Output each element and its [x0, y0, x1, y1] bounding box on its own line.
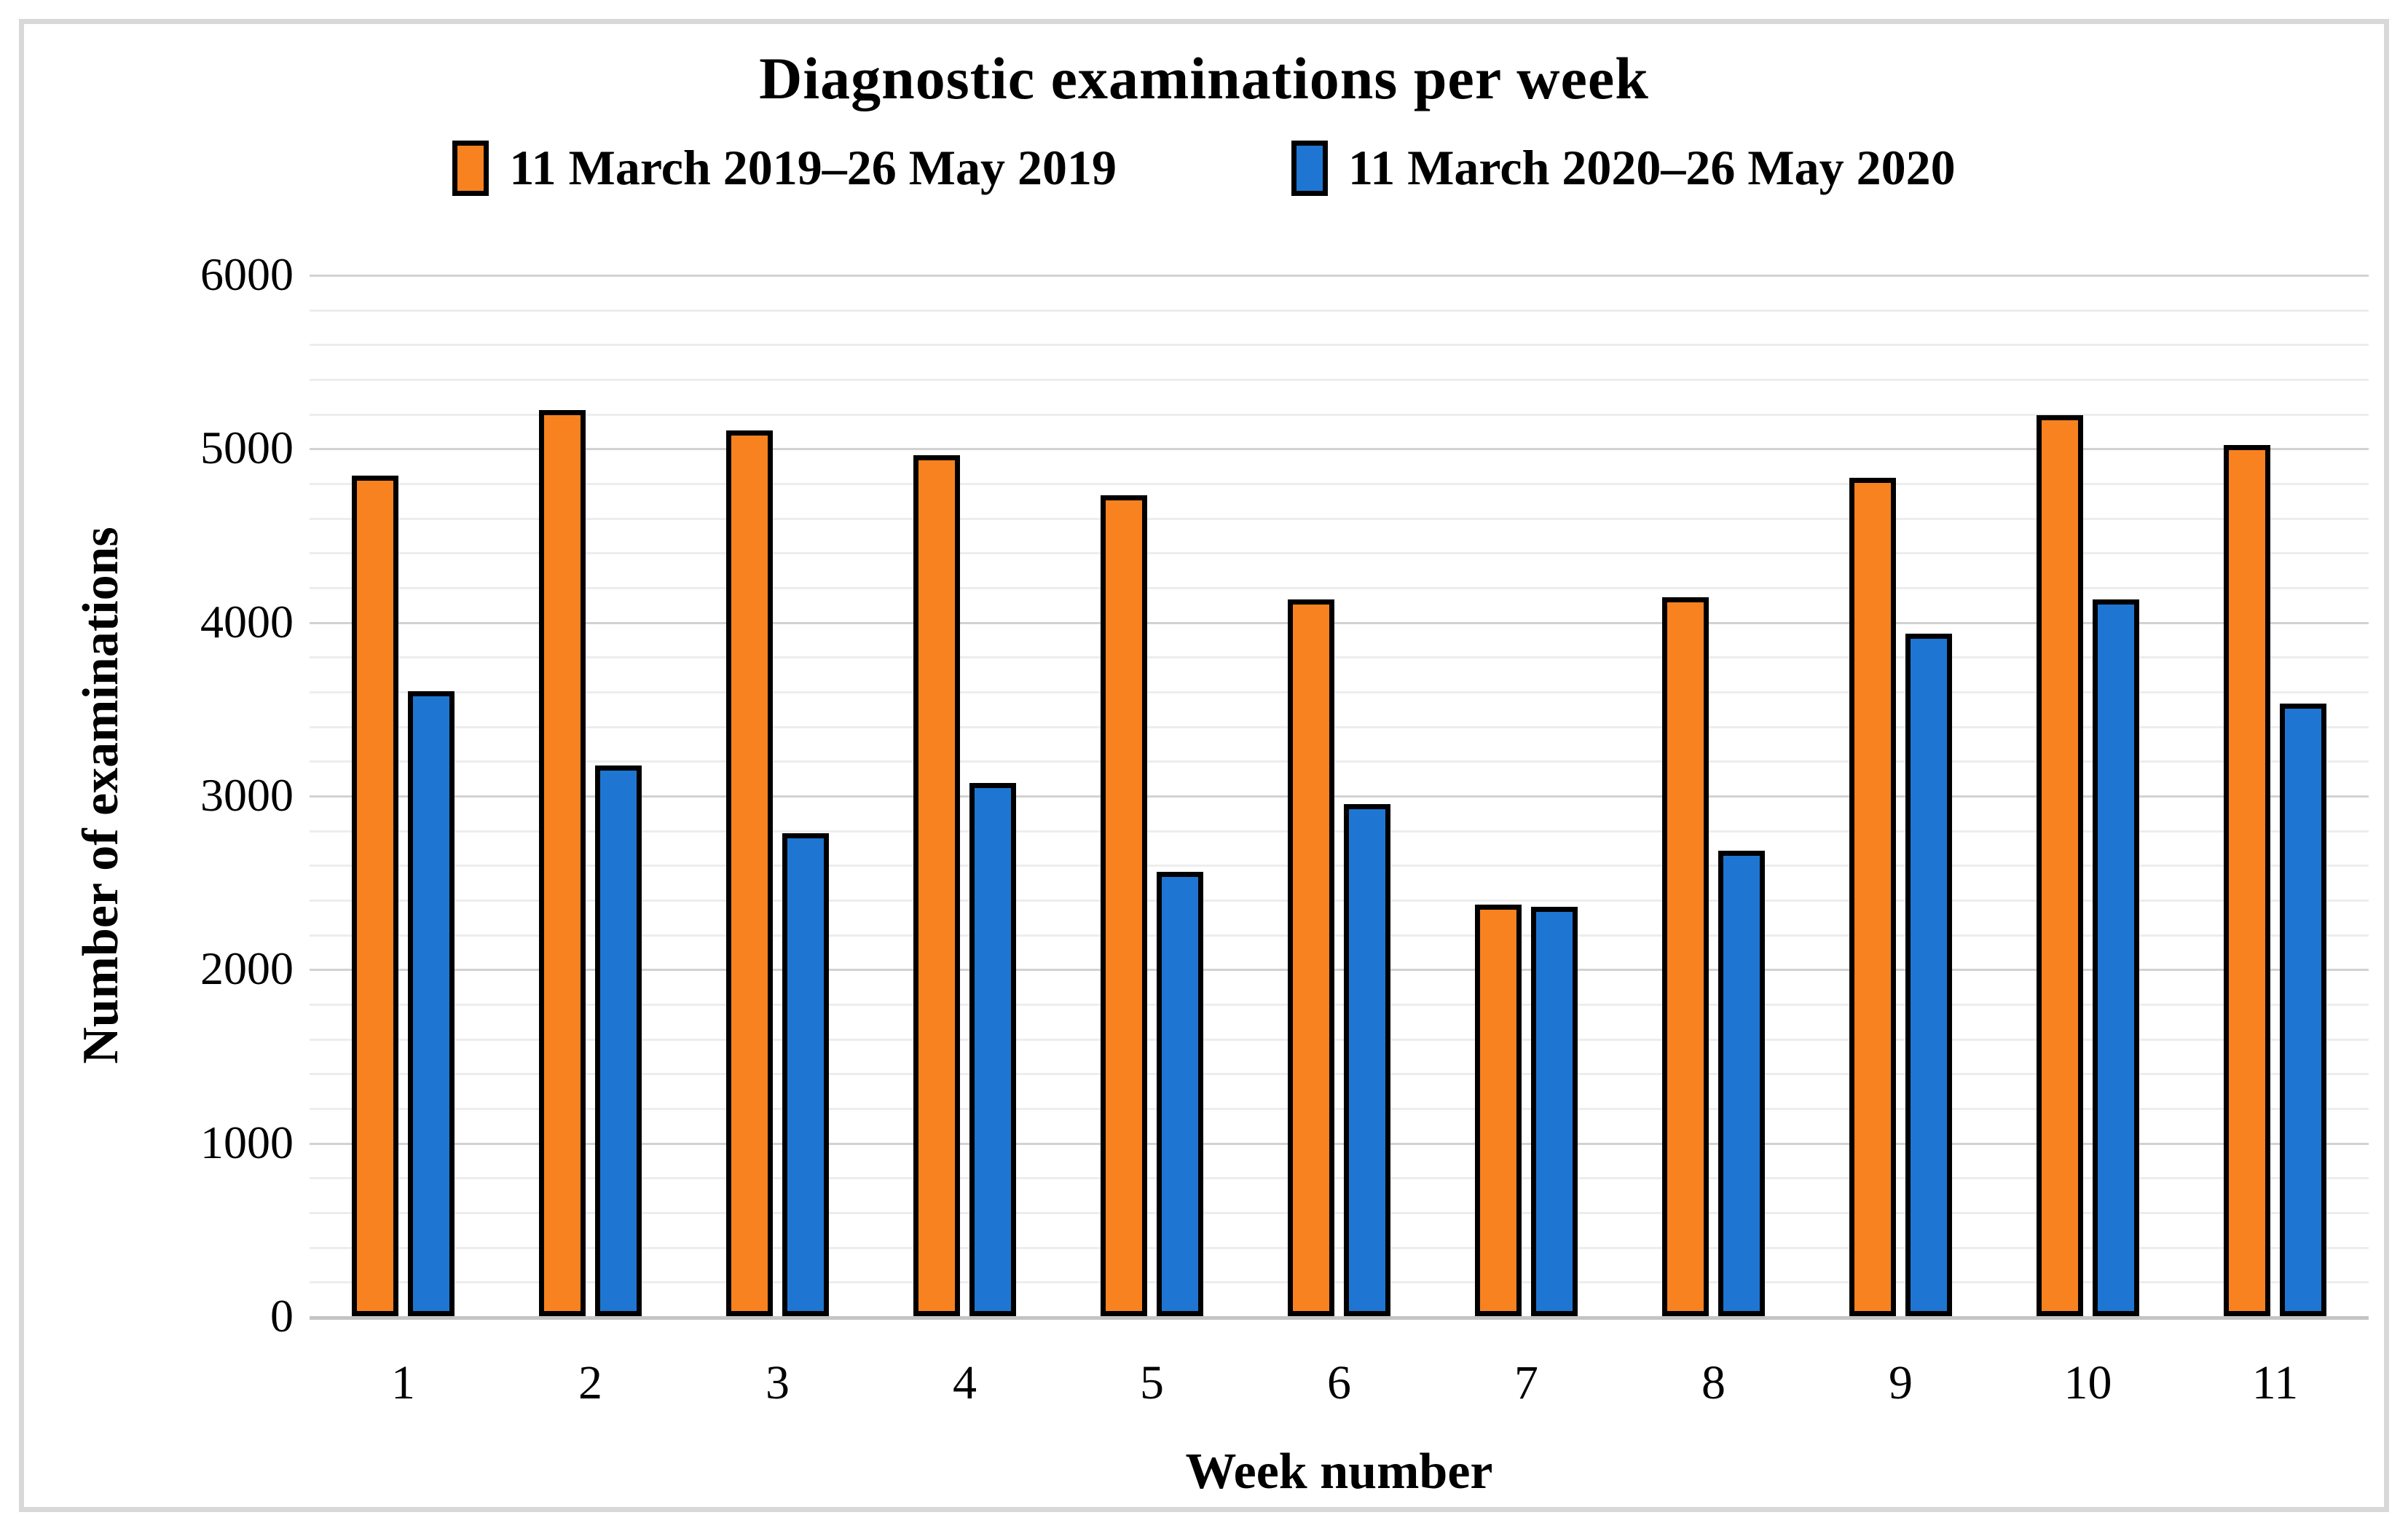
x-tick-label-1: 1	[391, 1356, 415, 1409]
bar-2020-week-10	[2093, 599, 2139, 1316]
gridline-minor-600	[310, 1212, 2369, 1214]
bar-group-week-11	[2181, 275, 2369, 1316]
x-axis-title: Week number	[1185, 1444, 1493, 1500]
gridline-minor-2400	[310, 900, 2369, 902]
y-axis-tick-labels: 0 1000 2000 3000 4000 5000 6000	[111, 248, 294, 1342]
gridline-major-6000	[310, 275, 2369, 277]
x-tick-label-4: 4	[953, 1356, 977, 1409]
bar-2019-week-2	[539, 410, 586, 1316]
legend-label-2019: 11 March 2019–26 May 2019	[509, 140, 1117, 195]
legend-item-2019: 11 March 2019–26 May 2019	[452, 139, 1117, 197]
x-tick-label-2: 2	[578, 1356, 602, 1409]
bar-2020-week-7	[1531, 907, 1578, 1316]
bar-2020-week-11	[2280, 704, 2326, 1316]
gridline-minor-5600	[310, 344, 2369, 347]
gridline-minor-1800	[310, 1004, 2369, 1006]
y-tick-label-6000: 6000	[200, 248, 294, 300]
x-tick-label-10: 10	[2063, 1356, 2112, 1409]
bar-2019-week-11	[2224, 445, 2270, 1316]
bar-group-week-1	[310, 275, 497, 1316]
bar-group-week-9	[1807, 275, 1994, 1316]
bar-groups	[310, 275, 2369, 1316]
bar-2019-week-9	[1849, 478, 1896, 1316]
gridline-minor-3600	[310, 691, 2369, 693]
gridline-minor-4200	[310, 587, 2369, 589]
gridline-minor-4800	[310, 483, 2369, 485]
bar-2020-week-9	[1905, 634, 1952, 1316]
gridline-minor-5800	[310, 309, 2369, 312]
x-tick-label-3: 3	[766, 1356, 790, 1409]
bar-2020-week-6	[1344, 804, 1390, 1316]
bar-group-week-8	[1620, 275, 1807, 1316]
bar-group-week-10	[1994, 275, 2181, 1316]
figure-frame: Diagnostic examinations per week 11 Marc…	[19, 19, 2389, 1512]
gridline-major-2000	[310, 969, 2369, 972]
bar-group-week-6	[1246, 275, 1433, 1316]
legend-swatch-2019-icon	[452, 140, 489, 196]
bar-group-week-5	[1058, 275, 1246, 1316]
legend-item-2020: 11 March 2020–26 May 2020	[1291, 139, 1956, 197]
gridline-minor-1400	[310, 1073, 2369, 1076]
gridline-minor-2200	[310, 934, 2369, 937]
legend-swatch-2020-icon	[1291, 140, 1328, 196]
bar-2019-week-10	[2037, 415, 2083, 1316]
y-tick-label-2000: 2000	[200, 942, 294, 995]
gridline-minor-5200	[310, 413, 2369, 416]
x-tick-label-9: 9	[1889, 1356, 1913, 1409]
x-axis-tick-labels: 1 2 3 4 5 6 7 8 9 10 11	[310, 1355, 2369, 1411]
bar-group-week-7	[1433, 275, 1620, 1316]
bar-2019-week-8	[1662, 597, 1709, 1316]
gridline-major-1000	[310, 1142, 2369, 1145]
x-tick-label-7: 7	[1514, 1356, 1538, 1409]
y-tick-label-4000: 4000	[200, 595, 294, 648]
bar-2020-week-4	[969, 783, 1016, 1316]
bar-2019-week-7	[1475, 905, 1522, 1316]
y-tick-label-0: 0	[270, 1290, 294, 1342]
legend-label-2020: 11 March 2020–26 May 2020	[1348, 140, 1956, 195]
gridline-major-3000	[310, 795, 2369, 798]
y-tick-label-5000: 5000	[200, 422, 294, 474]
gridline-major-0	[310, 1316, 2369, 1320]
gridline-minor-200	[310, 1281, 2369, 1284]
gridline-minor-800	[310, 1177, 2369, 1180]
x-tick-label-5: 5	[1140, 1356, 1164, 1409]
bar-2020-week-5	[1157, 872, 1203, 1316]
gridline-major-4000	[310, 621, 2369, 624]
bar-2020-week-8	[1718, 851, 1765, 1316]
gridline-minor-2600	[310, 865, 2369, 867]
x-tick-label-6: 6	[1327, 1356, 1351, 1409]
x-tick-label-11: 11	[2251, 1356, 2299, 1409]
gridline-minor-3800	[310, 656, 2369, 659]
chart-title: Diagnostic examinations per week	[759, 45, 1649, 111]
bar-2019-week-5	[1101, 495, 1147, 1316]
y-tick-label-3000: 3000	[200, 769, 294, 821]
bar-2020-week-3	[782, 833, 829, 1316]
gridline-minor-1200	[310, 1108, 2369, 1110]
gridline-minor-400	[310, 1246, 2369, 1249]
bar-group-week-2	[497, 275, 684, 1316]
plot-area	[310, 275, 2369, 1320]
bar-group-week-3	[684, 275, 871, 1316]
bar-group-week-4	[871, 275, 1058, 1316]
gridline-minor-3200	[310, 760, 2369, 763]
gridline-minor-5400	[310, 379, 2369, 381]
y-tick-label-1000: 1000	[200, 1116, 294, 1168]
gridline-minor-1600	[310, 1038, 2369, 1041]
bar-2020-week-2	[595, 766, 642, 1316]
bar-2019-week-1	[352, 476, 398, 1316]
bar-2019-week-4	[913, 455, 960, 1316]
gridline-major-5000	[310, 448, 2369, 451]
bar-2019-week-3	[726, 430, 773, 1316]
bar-2019-week-6	[1288, 599, 1334, 1316]
gridline-minor-4600	[310, 517, 2369, 520]
x-tick-label-8: 8	[1701, 1356, 1726, 1409]
gridline-minor-3400	[310, 725, 2369, 728]
legend: 11 March 2019–26 May 2019 11 March 2020–…	[24, 139, 2384, 197]
gridline-minor-4400	[310, 552, 2369, 555]
bar-2020-week-1	[408, 691, 455, 1316]
gridline-minor-2800	[310, 830, 2369, 833]
